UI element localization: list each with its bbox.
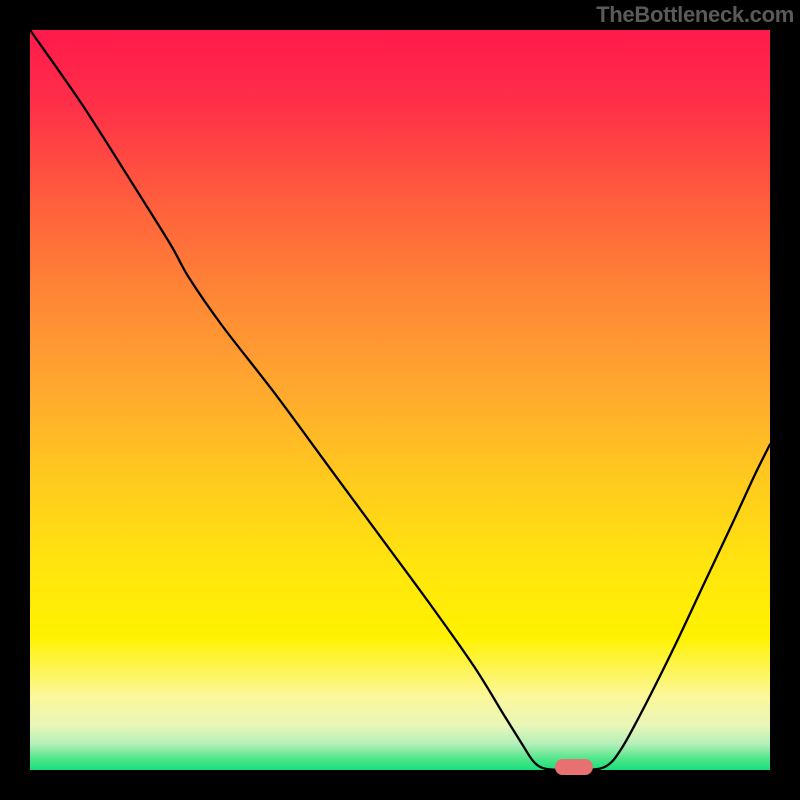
- chart-container: TheBottleneck.com: [0, 0, 800, 800]
- plot-area-background: [30, 30, 770, 770]
- bottleneck-chart: [0, 0, 800, 800]
- optimal-marker: [555, 759, 593, 775]
- watermark-text: TheBottleneck.com: [596, 2, 794, 28]
